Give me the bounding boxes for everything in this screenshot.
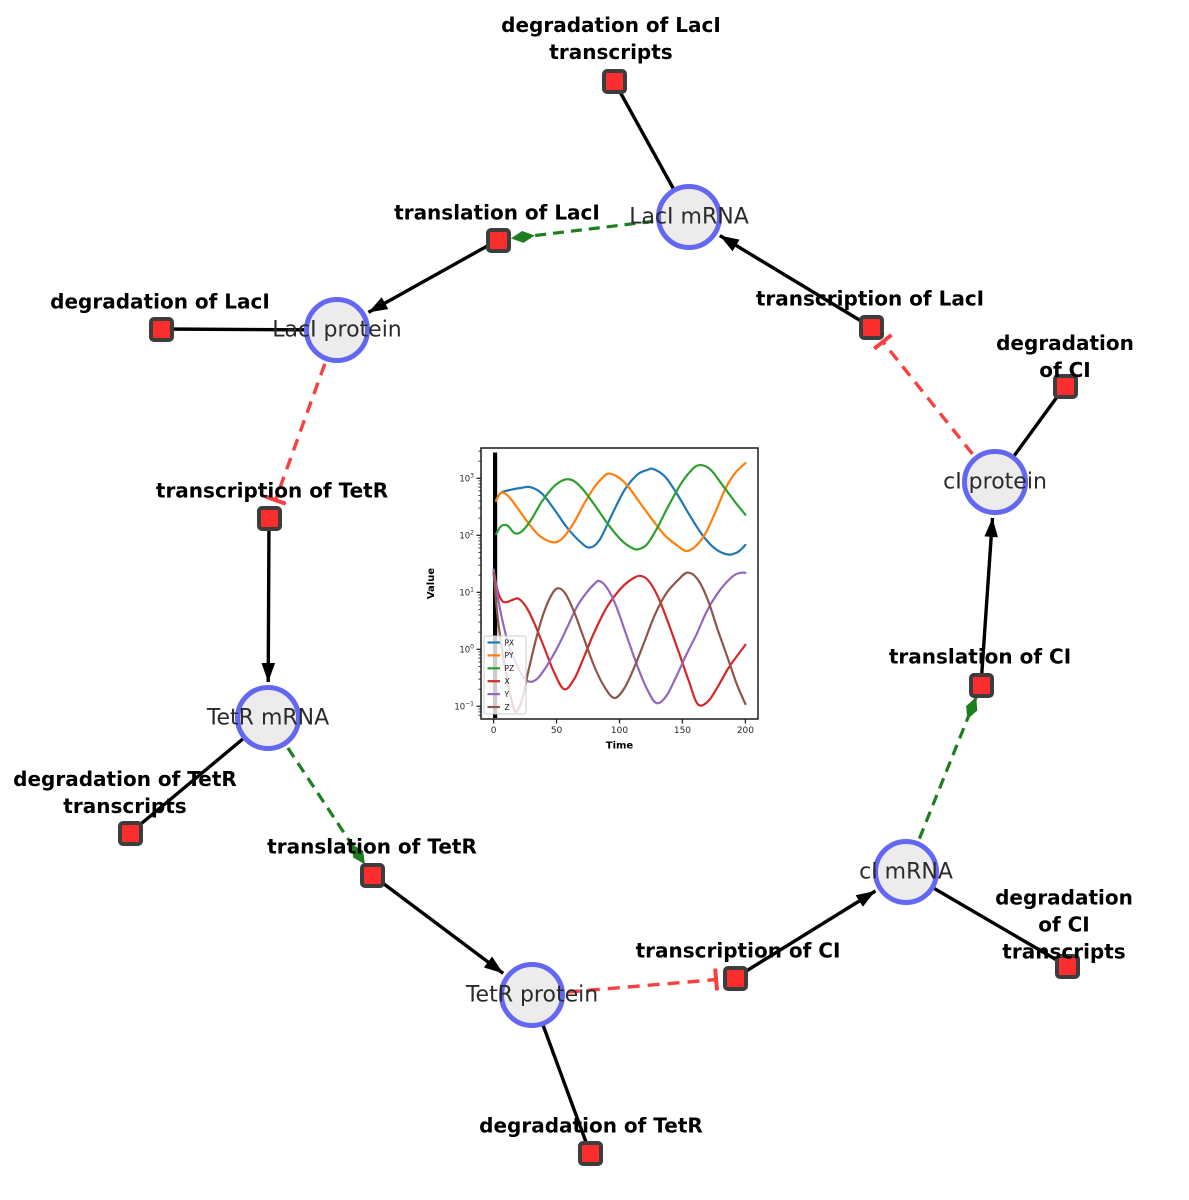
chart-x-tick-label-100: 100: [611, 726, 628, 736]
edge-inhibition-tetr-protein-txn-ci: [567, 980, 716, 994]
chart-legend-label-Y: Y: [504, 690, 510, 699]
chart-legend-label-PX: PX: [505, 638, 515, 647]
chart-y-tick-label-10e-1: 10−1: [454, 701, 474, 713]
species-node-ci-mrna: [873, 839, 939, 905]
species-node-tetr-mrna: [235, 685, 301, 751]
chart-y-tick-label-10e3: 103: [459, 473, 474, 485]
chart-x-tick-label-200: 200: [737, 726, 754, 736]
edge-product-trl-tetr-tetr-protein: [370, 873, 505, 975]
reaction-node-trl-laci: [485, 227, 511, 253]
chart-series-X: [492, 568, 747, 707]
edge-inhibition-laci-protein-txn-tetr: [276, 363, 327, 500]
edge-product-txn-tetr-tetr-mrna: [261, 517, 276, 683]
inset-chart: 10−1 100 101 102 103 0 50 100 150 200 PX PY PZ XYZ Tim…: [426, 447, 759, 752]
species-node-ci-protein: [962, 449, 1028, 515]
edge-modifier-tetr-mrna-trl-tetr: [286, 747, 367, 866]
reaction-node-trl-tetr: [359, 862, 385, 888]
chart-x-tick-label-0: 0: [491, 726, 497, 736]
chart-x-tick-label-50: 50: [551, 726, 563, 736]
edge-product-txn-laci-laci-mrna: [718, 234, 872, 329]
chart-y-tick-label-10e0: 100: [459, 644, 474, 656]
chart-y-tick-label-10e2: 102: [459, 530, 474, 542]
species-node-laci-mrna: [656, 184, 722, 250]
chart-legend: PX PY PZ XYZ: [483, 635, 527, 715]
edge-product-trl-laci-laci-protein: [367, 238, 499, 314]
edge-product-trl-ci-ci-protein: [979, 517, 998, 686]
reaction-node-deg-tetr-transcripts: [117, 820, 143, 846]
reaction-node-deg-ci-transcripts: [1054, 953, 1080, 979]
chart-ylabel: Value: [426, 568, 437, 599]
chart-legend-label-X: X: [505, 677, 510, 686]
chart-y-tick-label-10e1: 101: [459, 587, 474, 599]
reaction-node-deg-laci: [148, 316, 174, 342]
reaction-node-txn-tetr: [256, 505, 282, 531]
reaction-node-txn-ci: [722, 965, 748, 991]
reaction-node-deg-ci: [1052, 373, 1078, 399]
species-node-tetr-protein: [499, 962, 565, 1028]
chart-x-tick-label-150: 150: [674, 726, 691, 736]
edge-modifier-ci-mrna-trl-ci: [917, 696, 978, 840]
edge-inhibition-ci-protein-txn-laci: [883, 342, 974, 455]
edge-product-txn-ci-ci-mrna: [734, 889, 877, 980]
species-node-laci-protein: [304, 297, 370, 363]
chart-legend-label-Z: Z: [505, 703, 510, 712]
reaction-node-deg-laci-transcripts: [601, 68, 627, 94]
chart-legend-label-PZ: PZ: [505, 664, 515, 673]
edge-modifier-laci-mrna-trl-laci: [510, 219, 654, 243]
chart-xlabel: Time: [606, 741, 634, 752]
reaction-node-txn-laci: [858, 314, 884, 340]
chart-series-PY: [495, 462, 747, 553]
chart-series-PZ: [495, 463, 747, 551]
chart-axes-frame: [480, 447, 759, 720]
chart-legend-label-PY: PY: [505, 651, 514, 660]
reaction-node-trl-ci: [968, 672, 994, 698]
reaction-node-deg-tetr: [577, 1140, 603, 1166]
